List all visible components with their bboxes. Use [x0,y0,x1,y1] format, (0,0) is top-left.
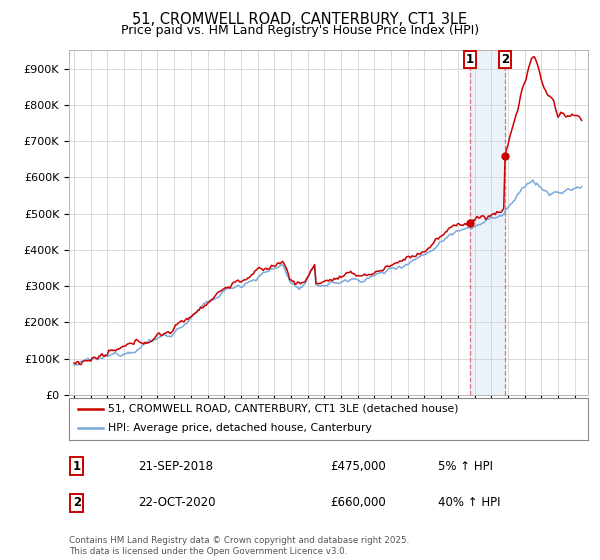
Text: 1: 1 [73,460,81,473]
Text: 5% ↑ HPI: 5% ↑ HPI [438,460,493,473]
Bar [470,50,505,395]
Text: £660,000: £660,000 [330,496,386,509]
Text: Contains HM Land Registry data © Crown copyright and database right 2025.
This d: Contains HM Land Registry data © Crown c… [69,536,409,556]
Text: 51, CROMWELL ROAD, CANTERBURY, CT1 3LE: 51, CROMWELL ROAD, CANTERBURY, CT1 3LE [133,12,467,27]
Text: 22-OCT-2020: 22-OCT-2020 [138,496,215,509]
Text: 2: 2 [501,53,509,66]
Text: HPI: Average price, detached house, Canterbury: HPI: Average price, detached house, Cant… [108,423,372,433]
Text: 1: 1 [466,53,474,66]
Text: 21-SEP-2018: 21-SEP-2018 [138,460,213,473]
Text: 2: 2 [73,496,81,509]
Text: 51, CROMWELL ROAD, CANTERBURY, CT1 3LE (detached house): 51, CROMWELL ROAD, CANTERBURY, CT1 3LE (… [108,404,458,414]
Point [500,151,509,160]
Text: Price paid vs. HM Land Registry's House Price Index (HPI): Price paid vs. HM Land Registry's House … [121,24,479,37]
Text: £475,000: £475,000 [330,460,386,473]
Point [465,218,475,227]
Text: 40% ↑ HPI: 40% ↑ HPI [438,496,500,509]
